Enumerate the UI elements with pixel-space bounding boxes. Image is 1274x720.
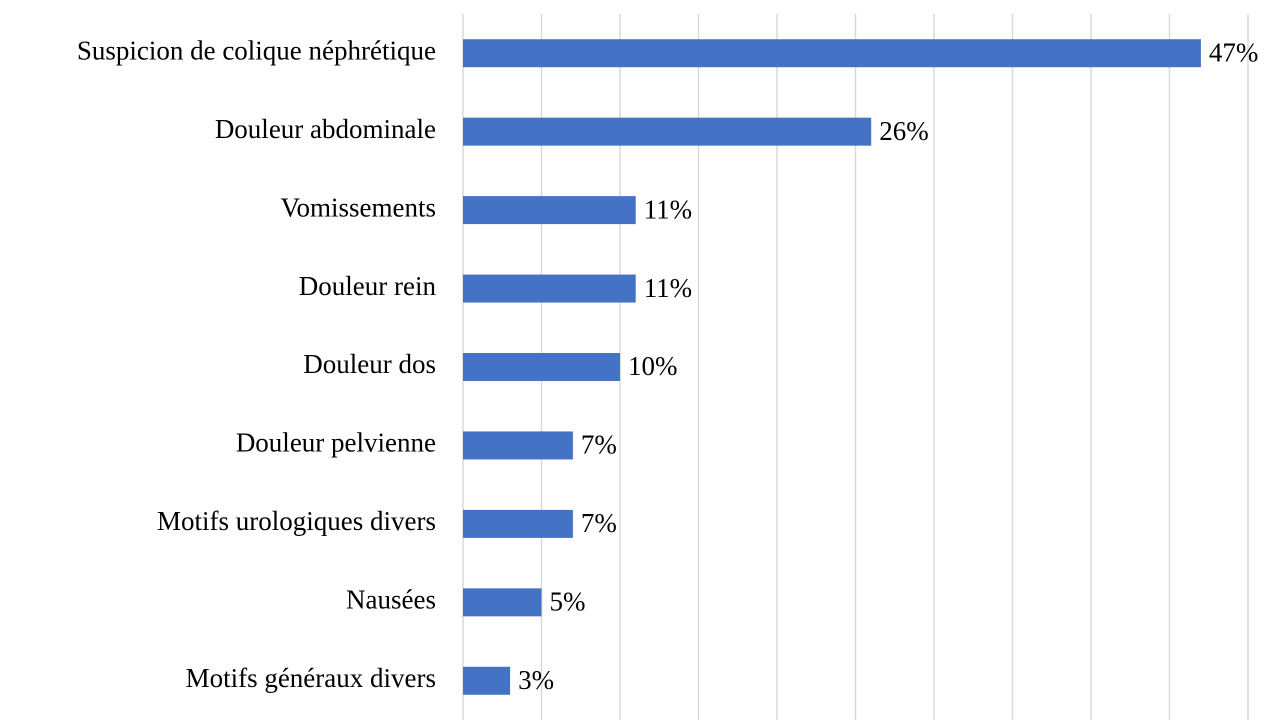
data-label: 11% (644, 273, 693, 303)
y-tick-label: Douleur pelvienne (236, 428, 436, 458)
bar (463, 509, 573, 538)
data-label: 7% (581, 508, 617, 538)
bar (463, 588, 542, 617)
data-label: 26% (879, 116, 929, 146)
data-label: 47% (1209, 37, 1259, 67)
y-tick-label: Douleur rein (299, 271, 437, 301)
y-tick-label: Motifs urologiques divers (157, 506, 436, 536)
y-tick-label: Nausées (346, 585, 436, 615)
bar (463, 353, 620, 381)
bar (463, 39, 1201, 68)
y-tick-label: Motifs généraux divers (186, 663, 436, 693)
data-label: 10% (628, 351, 678, 381)
bar (463, 274, 636, 303)
y-tick-label: Douleur abdominale (215, 114, 436, 144)
y-tick-label: Vomissements (280, 192, 436, 222)
data-label: 3% (518, 665, 554, 695)
bar (463, 666, 511, 695)
bar (463, 117, 872, 146)
data-label: 5% (550, 587, 586, 617)
y-tick-label: Douleur dos (303, 349, 436, 379)
bar (463, 196, 636, 225)
data-label: 11% (644, 194, 693, 224)
bar (463, 431, 573, 460)
y-tick-label: Suspicion de colique néphrétique (77, 35, 436, 65)
data-label: 7% (581, 430, 617, 460)
